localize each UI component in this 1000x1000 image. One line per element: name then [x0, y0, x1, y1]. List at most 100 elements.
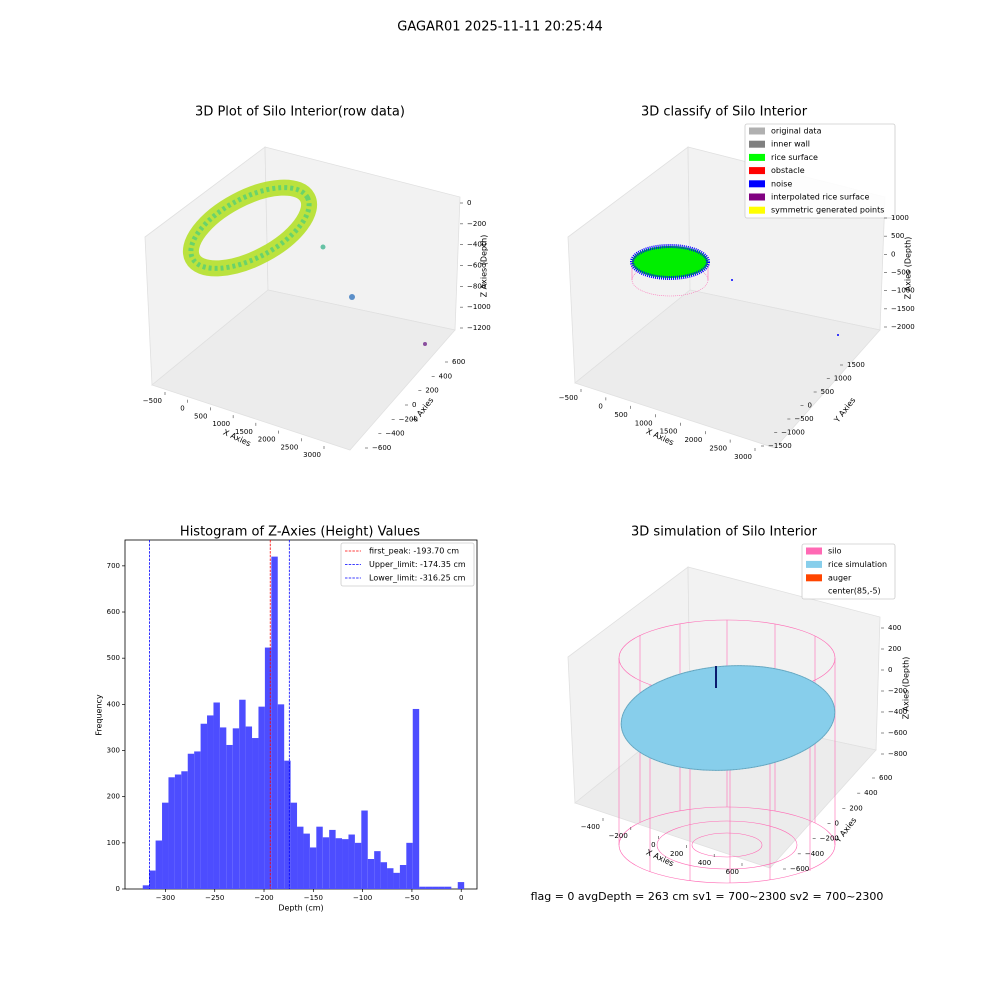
x-tick-label: 2500 — [280, 443, 298, 451]
y-axis-label: Y Axies — [832, 396, 858, 425]
legend-label: symmetric generated points — [771, 206, 884, 215]
chart-title: Histogram of Z-Axies (Height) Values — [180, 525, 420, 540]
legend-swatch — [749, 206, 765, 214]
z-tick-label: 1000 — [891, 214, 909, 222]
legend-box — [340, 542, 475, 587]
legend-label: rice surface — [771, 153, 818, 162]
histogram-bar — [335, 838, 343, 889]
histogram-bar — [419, 886, 426, 889]
z-tick-label: −400 — [467, 241, 486, 249]
x-tick-label: 500 — [614, 411, 627, 419]
z-tick-label: 200 — [888, 645, 901, 653]
legend-label: inner wall — [771, 140, 810, 149]
histogram-bar — [207, 715, 214, 889]
x-tick-label: 1000 — [212, 420, 230, 428]
x-tick-label: 1000 — [635, 419, 653, 427]
histogram-bar — [155, 840, 163, 889]
legend-label: original data — [771, 127, 822, 136]
histogram-bar — [399, 864, 407, 889]
y-tick-label: 700 — [107, 562, 120, 570]
legend-label: auger — [828, 573, 852, 582]
x-tick-label: −500 — [559, 394, 578, 402]
x-tick-label: 0 — [459, 894, 463, 902]
legend-box — [744, 123, 896, 219]
y-tick-label: 300 — [107, 747, 120, 755]
point-cloud — [630, 244, 839, 336]
z-tick-label: 400 — [888, 624, 901, 632]
z-tick-label: −800 — [888, 750, 907, 758]
y-tick-label: 0 — [412, 401, 416, 409]
histogram-bar — [361, 810, 368, 889]
y-tick-label: 0 — [116, 885, 120, 893]
legend-swatch — [749, 180, 765, 188]
histogram-bar — [277, 704, 285, 889]
histogram-bar — [329, 829, 336, 889]
z-tick-label: −1000 — [467, 303, 491, 311]
histogram-bar — [444, 886, 452, 889]
z-tick-label: 0 — [891, 250, 895, 258]
y-tick-label: 1500 — [847, 361, 865, 369]
z-tick-label: −400 — [888, 708, 907, 716]
legend-label: center(85,-5) — [828, 587, 881, 596]
histogram-bar — [290, 802, 298, 889]
legend-swatch — [806, 560, 822, 568]
x-tick-label: 0 — [180, 405, 184, 413]
z-tick-label: 0 — [467, 199, 471, 207]
z-tick-label: −600 — [467, 262, 486, 270]
z-tick-label: −1200 — [467, 324, 491, 332]
histogram-bar — [258, 706, 265, 889]
y-tick-label: 0 — [835, 820, 839, 828]
y-tick-label: 500 — [107, 654, 120, 662]
histogram-bar — [200, 723, 208, 889]
histogram-bar — [245, 726, 253, 889]
x-tick-label: −100 — [353, 894, 372, 902]
histogram-bar — [174, 774, 182, 889]
legend-label: silo — [828, 547, 842, 556]
y-tick-label: 200 — [107, 793, 120, 801]
histogram-bar — [239, 699, 246, 889]
z-tick-label: −1500 — [891, 305, 915, 313]
histogram-bar — [181, 771, 188, 889]
y-tick-label: −500 — [794, 415, 813, 423]
legend-label: Upper_limit: -174.35 cm — [369, 560, 466, 569]
chart-title: 3D classify of Silo Interior — [641, 105, 808, 120]
x-axis-label: Depth (cm) — [278, 904, 323, 913]
x-tick-label: 500 — [194, 412, 207, 420]
legend-swatch — [749, 153, 765, 161]
histogram-bar — [303, 833, 310, 889]
y-axis-label: Frequency — [95, 694, 104, 736]
x-tick-label: 3000 — [303, 451, 321, 459]
histogram-bar — [252, 738, 259, 889]
y-tick-label: 600 — [879, 774, 892, 782]
histogram-bar — [348, 834, 355, 889]
x-tick-label: −300 — [156, 894, 175, 902]
legend-swatch — [749, 127, 765, 135]
x-tick-label: −150 — [304, 894, 323, 902]
histogram-bar — [194, 751, 201, 889]
y-tick-label: 500 — [821, 388, 834, 396]
y-tick-label: 400 — [439, 372, 452, 380]
histogram-bar — [226, 744, 233, 889]
x-tick-label: 3000 — [734, 453, 752, 461]
y-tick-label: 1000 — [834, 375, 852, 383]
histogram-bar — [406, 842, 413, 889]
histogram-bar — [232, 728, 240, 889]
x-tick-label: 400 — [698, 859, 711, 867]
z-tick-label: −600 — [888, 729, 907, 737]
histogram-bar — [284, 760, 291, 889]
histogram-bar — [432, 886, 439, 889]
histogram-bar — [309, 847, 317, 889]
point-cloud — [182, 179, 427, 346]
y-tick-label: −1500 — [768, 442, 792, 450]
z-axis-label: Z Axies (Depth) — [904, 237, 913, 300]
z-tick-label: 500 — [891, 232, 904, 240]
histogram-bar — [393, 872, 400, 889]
z-axis-label: Z Axies (Depth) — [480, 235, 489, 298]
histogram-bar — [187, 753, 195, 889]
z-tick-label: −200 — [467, 220, 486, 228]
legend-swatch — [749, 193, 765, 201]
legend-label: obstacle — [771, 166, 805, 175]
legend-label: Lower_limit: -316.25 cm — [369, 574, 466, 583]
rice-surface — [620, 665, 836, 771]
chart-title: 3D Plot of Silo Interior(row data) — [195, 105, 405, 120]
